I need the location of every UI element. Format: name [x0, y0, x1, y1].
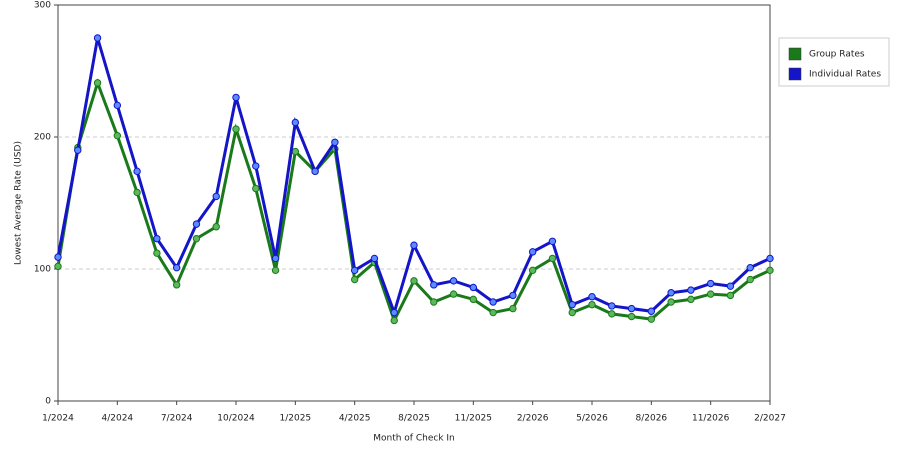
data-point [608, 302, 616, 310]
data-point [469, 283, 478, 292]
data-point [608, 310, 616, 318]
x-tick-label: 5/2026 [576, 414, 608, 424]
data-point [410, 277, 418, 285]
data-point [647, 315, 656, 323]
data-point [232, 93, 240, 102]
data-point [627, 304, 636, 313]
data-point [469, 295, 478, 304]
data-point [726, 282, 735, 290]
data-point [133, 167, 141, 176]
data-point [430, 281, 438, 289]
data-point [212, 192, 220, 201]
x-tick-label: 1/2024 [42, 414, 74, 424]
y-tick-label: 100 [34, 265, 51, 275]
legend-label: Group Rates [809, 50, 865, 60]
y-axis-label: Lowest Average Rate (USD) [14, 141, 24, 265]
data-point [153, 249, 161, 257]
data-point [390, 308, 398, 317]
y-tick-label: 200 [34, 133, 51, 143]
data-point [509, 304, 517, 313]
data-point [350, 275, 359, 284]
x-tick-label: 2/2026 [517, 414, 549, 424]
data-point [153, 234, 161, 243]
x-tick-label: 8/2026 [635, 414, 667, 424]
data-point [311, 167, 319, 176]
data-point [548, 237, 557, 245]
x-tick-label: 4/2024 [101, 414, 133, 424]
data-point [766, 254, 774, 263]
data-point [291, 147, 300, 156]
data-point [548, 254, 557, 263]
data-point [390, 316, 398, 325]
data-point [528, 248, 537, 256]
data-point [588, 293, 596, 301]
data-point [509, 291, 517, 300]
data-point [212, 223, 220, 231]
data-point [172, 281, 181, 289]
x-axis-label: Month of Check In [373, 434, 455, 444]
data-point [74, 146, 82, 154]
data-point [331, 138, 339, 146]
x-tick-label: 4/2025 [339, 414, 371, 424]
data-point [746, 275, 754, 284]
data-point [172, 263, 181, 272]
data-point [430, 298, 438, 306]
data-point [667, 298, 675, 306]
x-tick-label: 11/2026 [692, 414, 730, 424]
data-point [449, 290, 458, 298]
data-point [627, 312, 636, 321]
data-point [54, 253, 62, 261]
data-point [489, 308, 497, 317]
data-point [113, 101, 122, 110]
data-point [133, 188, 141, 197]
data-point [54, 262, 62, 271]
x-tick-label: 7/2024 [161, 414, 193, 424]
legend-swatch [788, 47, 802, 61]
data-point [687, 295, 695, 304]
x-tick-label: 10/2024 [217, 414, 255, 424]
data-point [489, 298, 497, 306]
series-line [56, 78, 771, 325]
data-point [726, 291, 735, 300]
x-tick-label: 1/2025 [279, 414, 311, 424]
x-tick-label: 2/2027 [754, 414, 786, 424]
data-point [192, 220, 201, 228]
y-tick-label: 0 [45, 397, 51, 407]
legend-swatch [788, 67, 802, 81]
x-tick-label: 11/2025 [455, 414, 492, 424]
data-point [291, 118, 300, 127]
series-line [56, 37, 771, 318]
data-point [706, 290, 715, 298]
data-point [192, 234, 201, 243]
data-point [232, 125, 240, 133]
data-point [687, 286, 695, 294]
data-point [706, 279, 715, 288]
data-point [93, 79, 102, 87]
data-point [766, 266, 774, 275]
data-point [252, 162, 260, 170]
plot-frame [57, 4, 771, 402]
data-point [449, 277, 458, 285]
data-point [568, 300, 576, 309]
data-point [410, 241, 418, 249]
data-point [113, 131, 122, 140]
legend-label: Individual Rates [809, 70, 881, 80]
data-point [252, 184, 260, 193]
data-point [350, 266, 359, 275]
data-point [528, 266, 537, 275]
data-point [370, 254, 379, 263]
data-point [667, 289, 675, 297]
data-point [588, 300, 596, 309]
data-point [746, 263, 754, 272]
y-tick-label: 300 [34, 1, 51, 11]
data-point [93, 34, 102, 42]
x-tick-label: 8/2025 [398, 414, 430, 424]
data-point [271, 266, 280, 275]
data-point [568, 308, 576, 317]
data-point [271, 254, 280, 263]
data-point [647, 307, 656, 315]
